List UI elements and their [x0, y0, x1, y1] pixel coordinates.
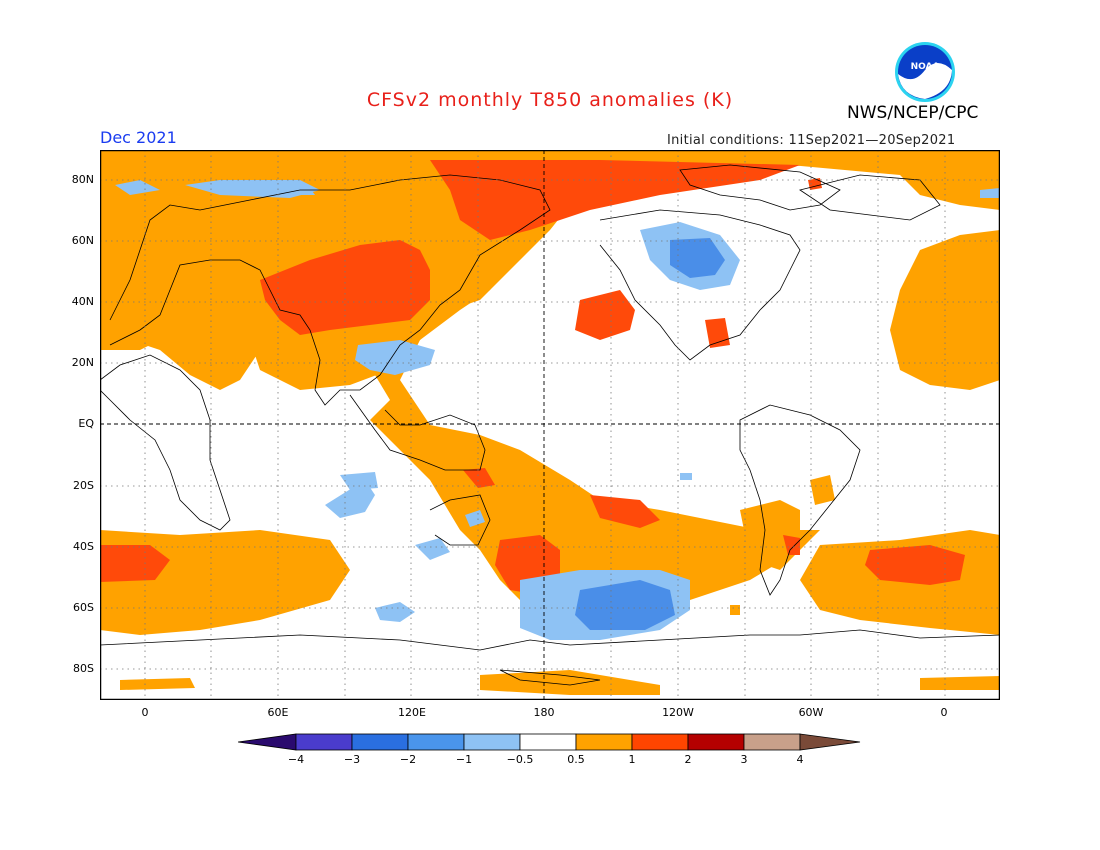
colorbar-bin-1-2	[631, 733, 689, 751]
colorbar-label-2: 2	[684, 753, 692, 766]
lat-label-80n: 80N	[71, 173, 94, 186]
colorbar-label-neg4: −4	[287, 753, 305, 766]
colorbar-bin-05-1	[575, 733, 633, 751]
colorbar	[238, 733, 861, 751]
lat-label-20n: 20N	[71, 356, 94, 369]
colorbar-label-neg2: −2	[399, 753, 417, 766]
lon-label-60e: 60E	[267, 706, 289, 719]
colorbar-bin-2-3	[687, 733, 745, 751]
lon-label-0-left: 0	[141, 706, 149, 719]
map-frame	[100, 150, 1000, 700]
noaa-logo-icon: NOAA	[895, 42, 955, 102]
lat-label-eq: EQ	[78, 417, 94, 430]
colorbar-bin-neg2-3	[351, 733, 409, 751]
graticule	[100, 150, 1000, 700]
lat-label-80s: 80S	[73, 662, 94, 675]
colorbar-label-05: 0.5	[567, 753, 585, 766]
colorbar-label-4: 4	[796, 753, 804, 766]
lon-label-180: 180	[533, 706, 555, 719]
colorbar-arrow-cold	[238, 733, 297, 751]
forecast-month: Dec 2021	[100, 128, 177, 147]
map-title: CFSv2 monthly T850 anomalies (K)	[366, 89, 734, 111]
colorbar-bin-neg05-1	[463, 733, 521, 751]
colorbar-bin-neg3-4	[295, 733, 353, 751]
lat-label-60s: 60S	[73, 601, 94, 614]
anomaly-map	[100, 150, 1000, 700]
lat-label-40s: 40S	[73, 540, 94, 553]
svg-text:NOAA: NOAA	[911, 62, 940, 72]
lat-label-60n: 60N	[71, 234, 94, 247]
equator-dateline	[100, 150, 1000, 700]
colorbar-arrow-warm	[799, 733, 861, 751]
colorbar-bin-neg1-2	[407, 733, 465, 751]
lon-label-60w: 60W	[798, 706, 824, 719]
lat-label-20s: 20S	[73, 479, 94, 492]
lon-label-120w: 120W	[662, 706, 694, 719]
colorbar-bin-neutral	[519, 733, 577, 751]
lon-label-0-right: 0	[940, 706, 948, 719]
colorbar-label-neg05: −0.5	[506, 753, 534, 766]
coastlines	[100, 164, 1000, 686]
agency-label: NWS/NCEP/CPC	[847, 103, 979, 123]
colorbar-bin-3-4	[743, 733, 801, 751]
lat-label-40n: 40N	[71, 295, 94, 308]
colorbar-label-neg1: −1	[455, 753, 473, 766]
anomaly-cool-medium	[575, 238, 725, 630]
colorbar-label-neg3: −3	[343, 753, 361, 766]
colorbar-label-1: 1	[628, 753, 636, 766]
initial-conditions: Initial conditions: 11Sep2021—20Sep2021	[667, 133, 956, 148]
colorbar-label-3: 3	[740, 753, 748, 766]
lon-label-120e: 120E	[398, 706, 426, 719]
